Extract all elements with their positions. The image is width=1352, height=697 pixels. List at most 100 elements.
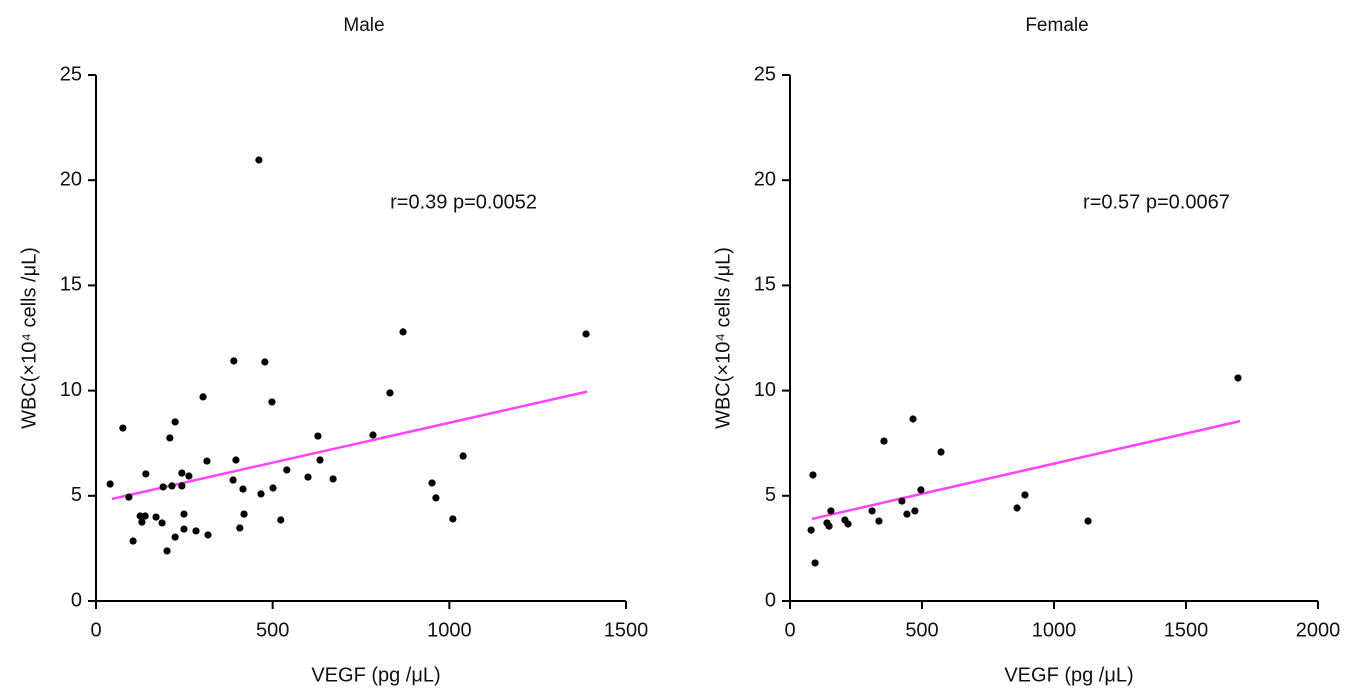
y-tick-label: 0 (71, 589, 82, 611)
point (171, 533, 179, 541)
x-tick-label: 1000 (1032, 619, 1077, 641)
point (168, 482, 176, 490)
point (582, 330, 590, 338)
y-tick-label: 15 (60, 274, 82, 296)
point (428, 479, 436, 487)
point (192, 527, 200, 535)
point (844, 520, 852, 528)
y-tick-label: 25 (754, 63, 776, 85)
point (239, 485, 247, 493)
x-tick-label: 2000 (1296, 619, 1341, 641)
fit-line (811, 419, 1241, 521)
point (268, 398, 276, 406)
point (917, 486, 925, 494)
point (449, 515, 457, 523)
point (185, 472, 193, 480)
point (257, 490, 265, 498)
point (141, 512, 149, 520)
x-tick-label: 0 (784, 619, 795, 641)
point (369, 431, 377, 439)
point (329, 475, 337, 483)
point (178, 469, 186, 477)
point (809, 471, 817, 479)
y-tick-label: 5 (765, 484, 776, 506)
point (269, 484, 277, 492)
point (277, 516, 285, 524)
chart-title: Female (1025, 15, 1088, 36)
x-tick-label: 1000 (427, 619, 472, 641)
point (106, 480, 114, 488)
x-tick-label: 1500 (1164, 619, 1209, 641)
point (316, 456, 324, 464)
point (229, 476, 237, 484)
point (159, 483, 167, 491)
x-axis-label: VEGF (pg /μL) (311, 664, 440, 686)
point (142, 470, 150, 478)
point (171, 418, 179, 426)
annotation: r=0.39 p=0.0052 (390, 191, 537, 213)
point (868, 507, 876, 515)
point (283, 466, 291, 474)
y-tick-label: 20 (754, 168, 776, 190)
y-tick-label: 10 (60, 379, 82, 401)
point (119, 424, 127, 432)
point (909, 415, 917, 423)
x-tick-label: 0 (90, 619, 101, 641)
fit-line (111, 390, 588, 501)
point (158, 519, 166, 527)
y-tick-label: 25 (60, 63, 82, 85)
point (807, 526, 815, 534)
point (911, 507, 919, 515)
point (432, 494, 440, 502)
point (261, 358, 269, 366)
point (825, 522, 833, 530)
point (232, 456, 240, 464)
point (163, 547, 171, 555)
point (236, 524, 244, 532)
y-axis-label: WBC(×10⁴ cells /μL) (18, 247, 40, 429)
y-tick-label: 10 (754, 379, 776, 401)
point (880, 437, 888, 445)
annotation: r=0.57 p=0.0067 (1083, 191, 1230, 213)
y-tick-label: 20 (60, 168, 82, 190)
point (180, 510, 188, 518)
point (129, 537, 137, 545)
point (240, 510, 248, 518)
y-tick-label: 15 (754, 274, 776, 296)
point (304, 473, 312, 481)
y-tick-label: 0 (765, 589, 776, 611)
y-tick-label: 5 (71, 484, 82, 506)
point (827, 507, 835, 515)
point (204, 531, 212, 539)
point (230, 357, 238, 365)
x-tick-label: 500 (256, 619, 289, 641)
x-tick-label: 500 (905, 619, 938, 641)
point (898, 497, 906, 505)
y-axis-label: WBC(×10⁴ cells /μL) (712, 247, 734, 429)
point (138, 518, 146, 526)
x-axis-label: VEGF (pg /μL) (1004, 664, 1133, 686)
point (255, 156, 263, 164)
panel: Male 0 500 1000 1500 0 5 10 15 20 25 VEGF (pg /μL) W… (18, 15, 648, 686)
chart-title: Male (343, 15, 384, 36)
point (152, 513, 160, 521)
point (399, 328, 407, 336)
point (937, 448, 945, 456)
point (386, 389, 394, 397)
point (203, 457, 211, 465)
point (1084, 517, 1092, 525)
point (166, 434, 174, 442)
point (136, 512, 144, 520)
point (180, 525, 188, 533)
point (1021, 491, 1029, 499)
point (811, 559, 819, 567)
point (314, 432, 322, 440)
point (1234, 374, 1242, 382)
point (903, 510, 911, 518)
point (125, 493, 133, 501)
point (178, 482, 186, 490)
x-tick-label: 1500 (604, 619, 649, 641)
point (875, 517, 883, 525)
panel: Female 0 500 1000 1500 2000 0 5 10 15 20 25 VEGF (pg… (712, 15, 1340, 686)
